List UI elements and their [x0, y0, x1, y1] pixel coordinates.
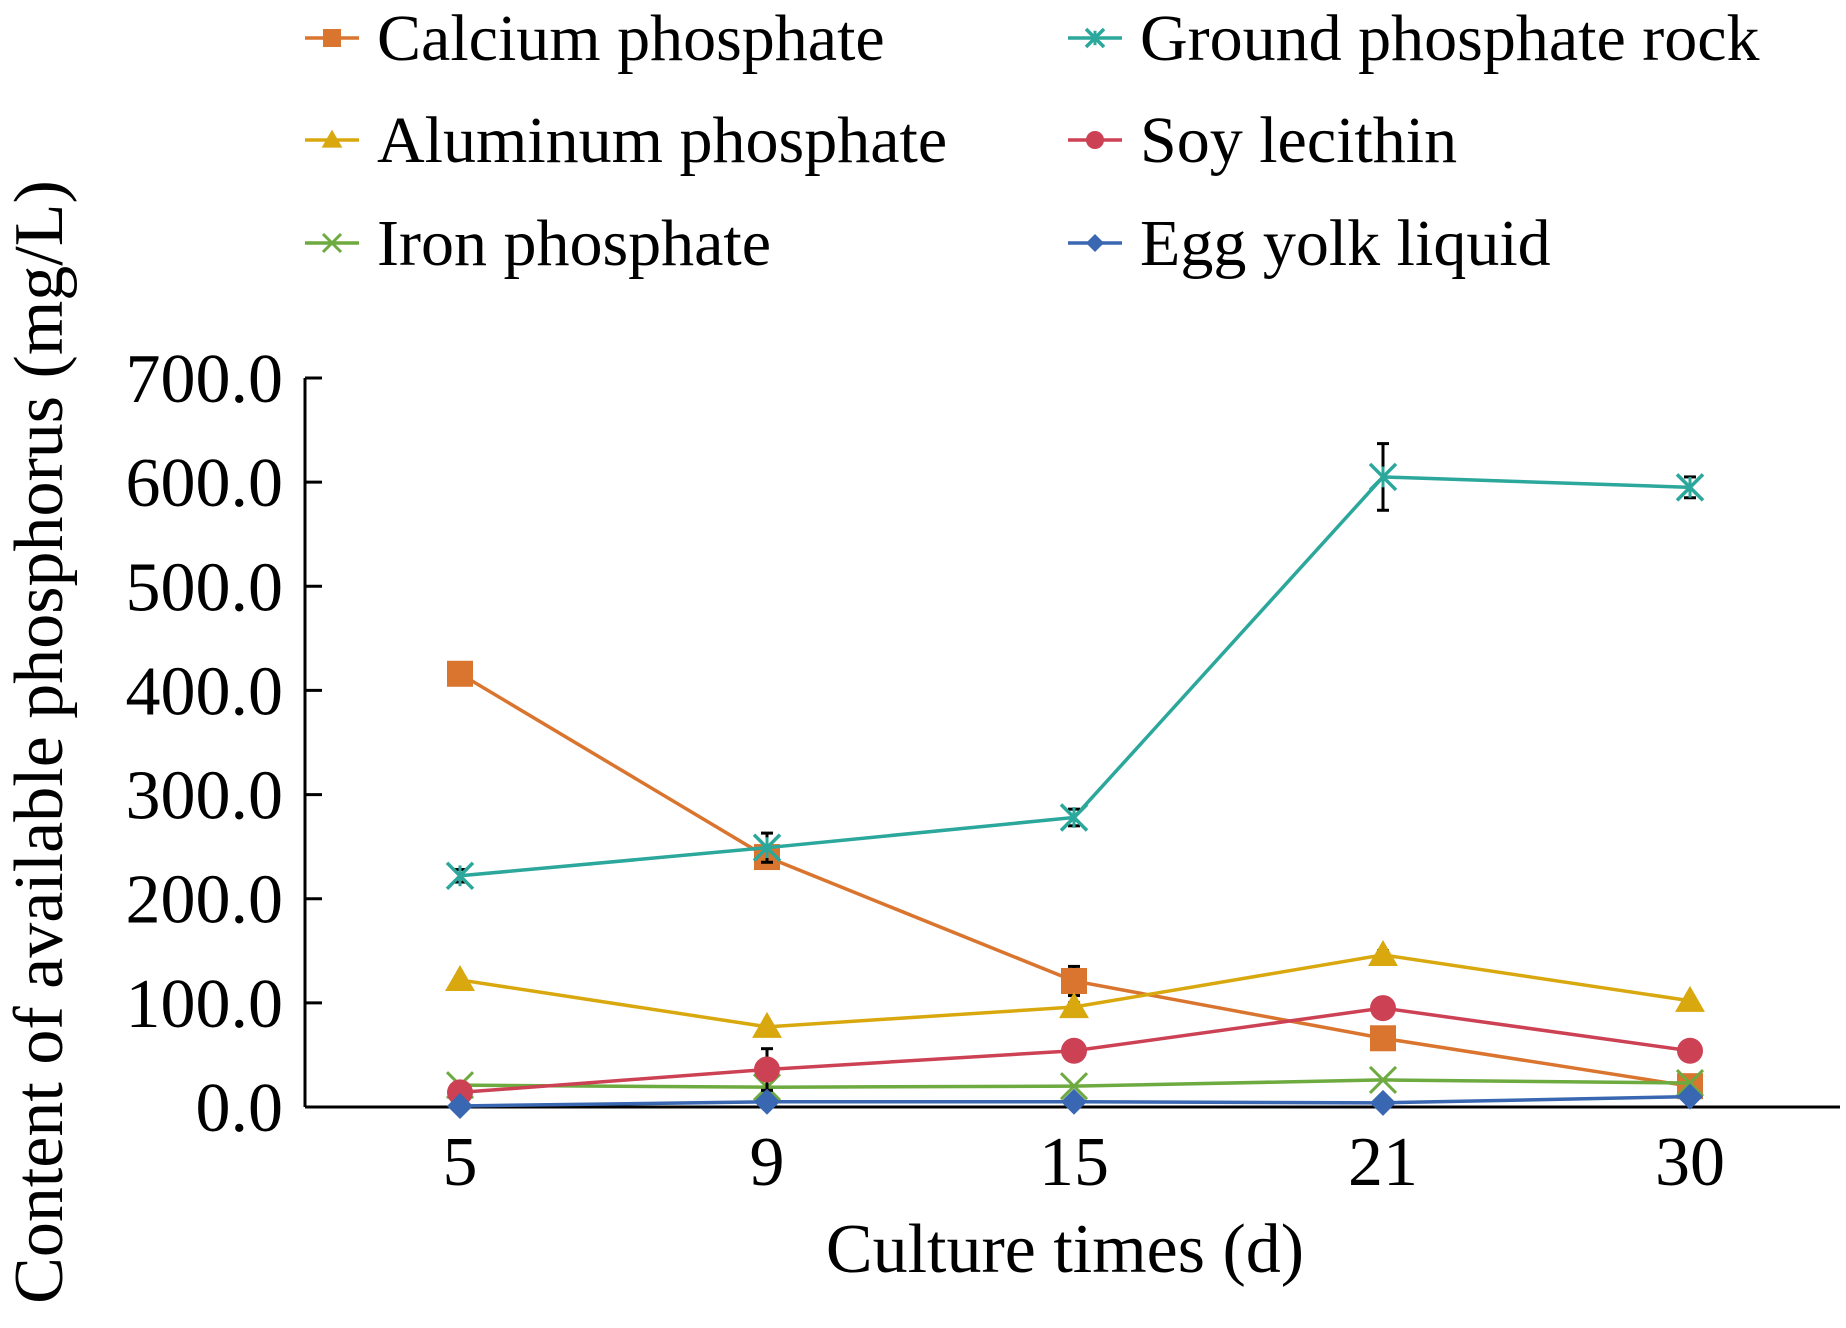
legend-marker	[1086, 131, 1104, 149]
data-point	[754, 1056, 780, 1083]
data-point	[1061, 967, 1087, 994]
legend-item: Soy lecithin	[1068, 104, 1457, 177]
legend-label: Calcium phosphate	[377, 2, 885, 75]
data-point	[1675, 1068, 1705, 1098]
legend-item: Ground phosphate rock	[1068, 2, 1760, 75]
legend-marker	[321, 129, 343, 148]
legend-marker	[1084, 27, 1106, 49]
series-ground-phosphate-rock	[445, 442, 1705, 891]
legend-item: Egg yolk liquid	[1068, 207, 1551, 280]
data-point	[1059, 1072, 1089, 1101]
series-calcium-phosphate	[447, 660, 1703, 1100]
legend-label: Soy lecithin	[1140, 104, 1457, 177]
series-egg-yolk-liquid	[447, 1083, 1703, 1119]
y-tick-label: 500.0	[126, 549, 284, 626]
series-aluminum-phosphate	[445, 940, 1705, 1038]
legend-marker	[1086, 234, 1104, 252]
data-point	[445, 964, 475, 991]
data-point	[1370, 995, 1396, 1022]
legend-label: Aluminum phosphate	[377, 104, 947, 177]
y-tick-label: 400.0	[126, 653, 284, 730]
legend-label: Ground phosphate rock	[1140, 2, 1760, 75]
legend-item: Aluminum phosphate	[305, 104, 947, 177]
x-tick-label: 15	[1039, 1124, 1109, 1201]
y-tick-label: 600.0	[126, 445, 284, 522]
legend: Calcium phosphate Aluminum phosphate Iron …	[305, 2, 1760, 280]
data-point	[1677, 1083, 1703, 1110]
x-tick-label: 21	[1348, 1124, 1418, 1201]
data-point	[1061, 1037, 1087, 1064]
series-layer	[445, 442, 1705, 1119]
legend-item: Calcium phosphate	[305, 2, 885, 75]
y-tick-label: 100.0	[126, 966, 284, 1043]
legend-marker	[323, 29, 341, 47]
x-axis-title: Culture times (d)	[826, 1211, 1304, 1288]
data-point	[1370, 1089, 1396, 1116]
y-tick-label: 0.0	[196, 1070, 284, 1147]
legend-label: Egg yolk liquid	[1140, 207, 1551, 280]
legend-marker	[321, 232, 343, 254]
series-soy-lecithin	[447, 995, 1703, 1106]
data-point	[754, 1088, 780, 1115]
x-tick-label: 5	[443, 1124, 478, 1201]
data-point	[1675, 985, 1705, 1012]
x-ticks: 5 9 15 21 30	[443, 1124, 1726, 1201]
data-point	[1368, 462, 1398, 492]
data-point	[1368, 1065, 1398, 1094]
data-point	[1061, 1088, 1087, 1115]
data-point	[445, 861, 475, 891]
data-point	[1675, 473, 1705, 502]
y-axis-title: Content of available phosphorus (mg/L)	[1, 180, 78, 1304]
data-point	[1059, 992, 1089, 1019]
y-tick-label: 300.0	[126, 758, 284, 835]
data-point	[752, 833, 782, 862]
data-point	[1368, 940, 1398, 967]
data-point	[447, 660, 473, 687]
y-ticks: 0.0 100.0 200.0 300.0 400.0 500.0 600.0 700.0	[126, 341, 322, 1147]
x-tick-label: 9	[750, 1124, 785, 1201]
legend-label: Iron phosphate	[377, 207, 771, 280]
data-point	[447, 1079, 473, 1106]
data-point	[1677, 1037, 1703, 1064]
x-tick-label: 30	[1655, 1124, 1725, 1201]
y-tick-label: 700.0	[126, 341, 284, 418]
data-point	[1059, 803, 1089, 832]
data-point	[1370, 1025, 1396, 1052]
data-point	[447, 1092, 473, 1119]
legend-item: Iron phosphate	[305, 207, 771, 280]
data-point	[752, 1011, 782, 1038]
y-tick-label: 200.0	[126, 862, 284, 939]
